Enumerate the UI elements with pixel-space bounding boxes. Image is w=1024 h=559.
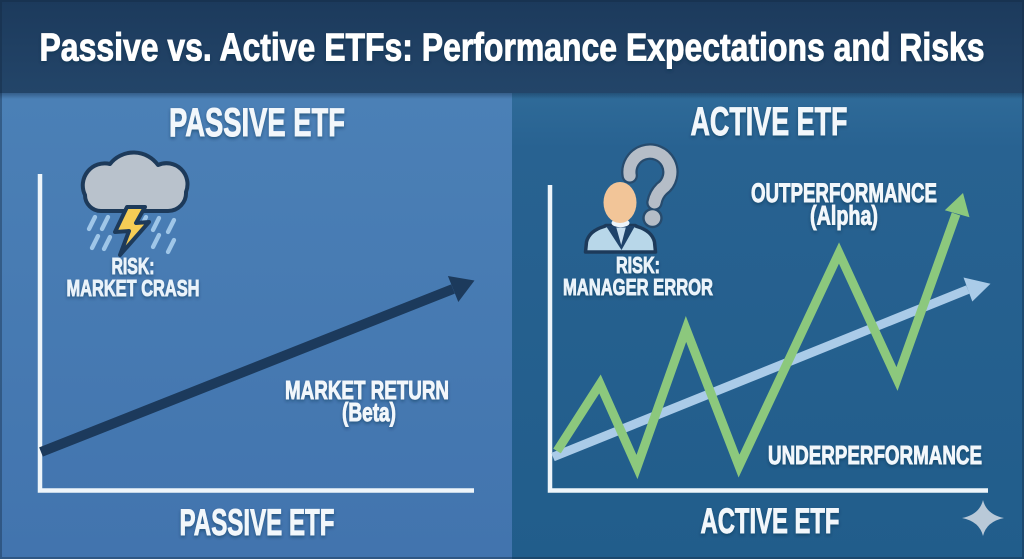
svg-text:PASSIVE ETF: PASSIVE ETF <box>180 502 335 543</box>
svg-text:MARKET CRASH: MARKET CRASH <box>67 275 200 301</box>
svg-text:PASSIVE ETF: PASSIVE ETF <box>169 101 345 145</box>
svg-text:Passive vs. Active ETFs: Perfo: Passive vs. Active ETFs: Performance Exp… <box>40 27 985 70</box>
svg-text:(Alpha): (Alpha) <box>810 201 878 231</box>
svg-text:MANAGER ERROR: MANAGER ERROR <box>563 274 713 300</box>
svg-text:UNDERPERFORMANCE: UNDERPERFORMANCE <box>768 440 982 470</box>
svg-text:OUTPERFORMANCE: OUTPERFORMANCE <box>751 178 937 208</box>
svg-text:RISK:: RISK: <box>616 252 660 278</box>
svg-text:MARKET RETURN: MARKET RETURN <box>285 375 449 405</box>
svg-text:ACTIVE ETF: ACTIVE ETF <box>701 502 840 541</box>
svg-text:RISK:: RISK: <box>112 253 155 279</box>
svg-text:ACTIVE ETF: ACTIVE ETF <box>691 100 848 144</box>
svg-text:(Beta): (Beta) <box>342 397 396 427</box>
